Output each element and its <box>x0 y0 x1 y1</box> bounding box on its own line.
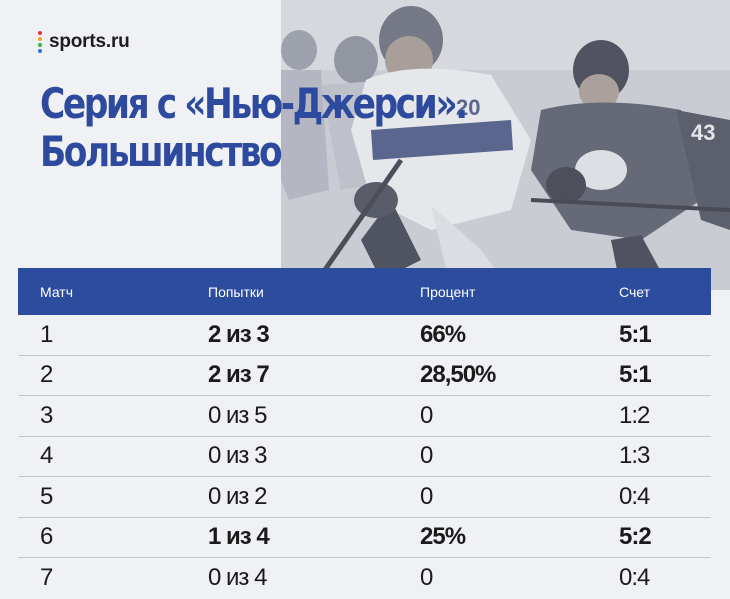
title-line-2: Большинство <box>40 127 283 176</box>
logo-text: sports.ru <box>49 31 130 52</box>
cell-match: 3 <box>40 401 53 429</box>
table-row: 2 2 из 7 28,50% 5:1 <box>18 356 711 396</box>
cell-attempts: 2 из 3 <box>208 320 270 348</box>
table-header: Матч Попытки Процент Счет <box>18 268 711 315</box>
table-row: 4 0 из 3 0 1:3 <box>18 437 711 477</box>
cell-attempts: 0 из 4 <box>208 564 267 592</box>
cell-attempts: 0 из 3 <box>208 442 267 470</box>
cell-match: 5 <box>40 482 53 510</box>
page-title: Серия с «Нью-Джерси». Большинство <box>40 79 468 176</box>
cell-percent: 0 <box>420 442 433 470</box>
logo-dot-blue <box>38 49 42 53</box>
cell-percent: 66% <box>420 320 466 348</box>
cell-match: 2 <box>40 361 53 389</box>
cell-score: 0:4 <box>619 482 650 510</box>
header-match: Матч <box>40 283 74 300</box>
hockey-photo: 20 43 <box>281 0 730 290</box>
header-score: Счет <box>619 283 650 300</box>
title-line-1: Серия с «Нью-Джерси». <box>40 79 468 128</box>
cell-percent: 0 <box>420 564 433 592</box>
cell-attempts: 2 из 7 <box>208 361 270 389</box>
header-percent: Процент <box>420 283 476 300</box>
cell-match: 4 <box>40 442 53 470</box>
cell-score: 1:2 <box>619 401 650 429</box>
logo-dot-red <box>38 31 42 35</box>
cell-score: 5:2 <box>619 523 652 551</box>
logo-dots-icon <box>38 31 43 53</box>
cell-attempts: 1 из 4 <box>208 523 270 551</box>
cell-score: 0:4 <box>619 564 650 592</box>
cell-score: 5:1 <box>619 320 652 348</box>
cell-percent: 0 <box>420 482 433 510</box>
cell-match: 6 <box>40 523 53 551</box>
logo-dot-green <box>38 43 42 47</box>
header-attempts: Попытки <box>208 283 264 300</box>
cell-percent: 28,50% <box>420 361 496 389</box>
jersey-number-43: 43 <box>691 120 715 145</box>
cell-score: 5:1 <box>619 361 652 389</box>
cell-percent: 25% <box>420 523 466 551</box>
cell-percent: 0 <box>420 401 433 429</box>
sports-ru-logo[interactable]: sports.ru <box>38 30 130 54</box>
cell-match: 7 <box>40 564 53 592</box>
logo-dot-orange <box>38 37 42 41</box>
table-row: 6 1 из 4 25% 5:2 <box>18 518 711 558</box>
table-row: 3 0 из 5 0 1:2 <box>18 396 711 437</box>
hockey-players-illustration: 20 43 <box>281 0 730 290</box>
cell-score: 1:3 <box>619 442 650 470</box>
table-row: 1 2 из 3 66% 5:1 <box>18 315 711 356</box>
power-play-table: Матч Попытки Процент Счет 1 2 из 3 66% 5… <box>18 268 711 599</box>
table-row: 7 0 из 4 0 0:4 <box>18 558 711 599</box>
cell-attempts: 0 из 5 <box>208 401 267 429</box>
cell-match: 1 <box>40 320 53 348</box>
cell-attempts: 0 из 2 <box>208 482 267 510</box>
jersey-number-20: 20 <box>456 95 480 120</box>
table-row: 5 0 из 2 0 0:4 <box>18 477 711 518</box>
